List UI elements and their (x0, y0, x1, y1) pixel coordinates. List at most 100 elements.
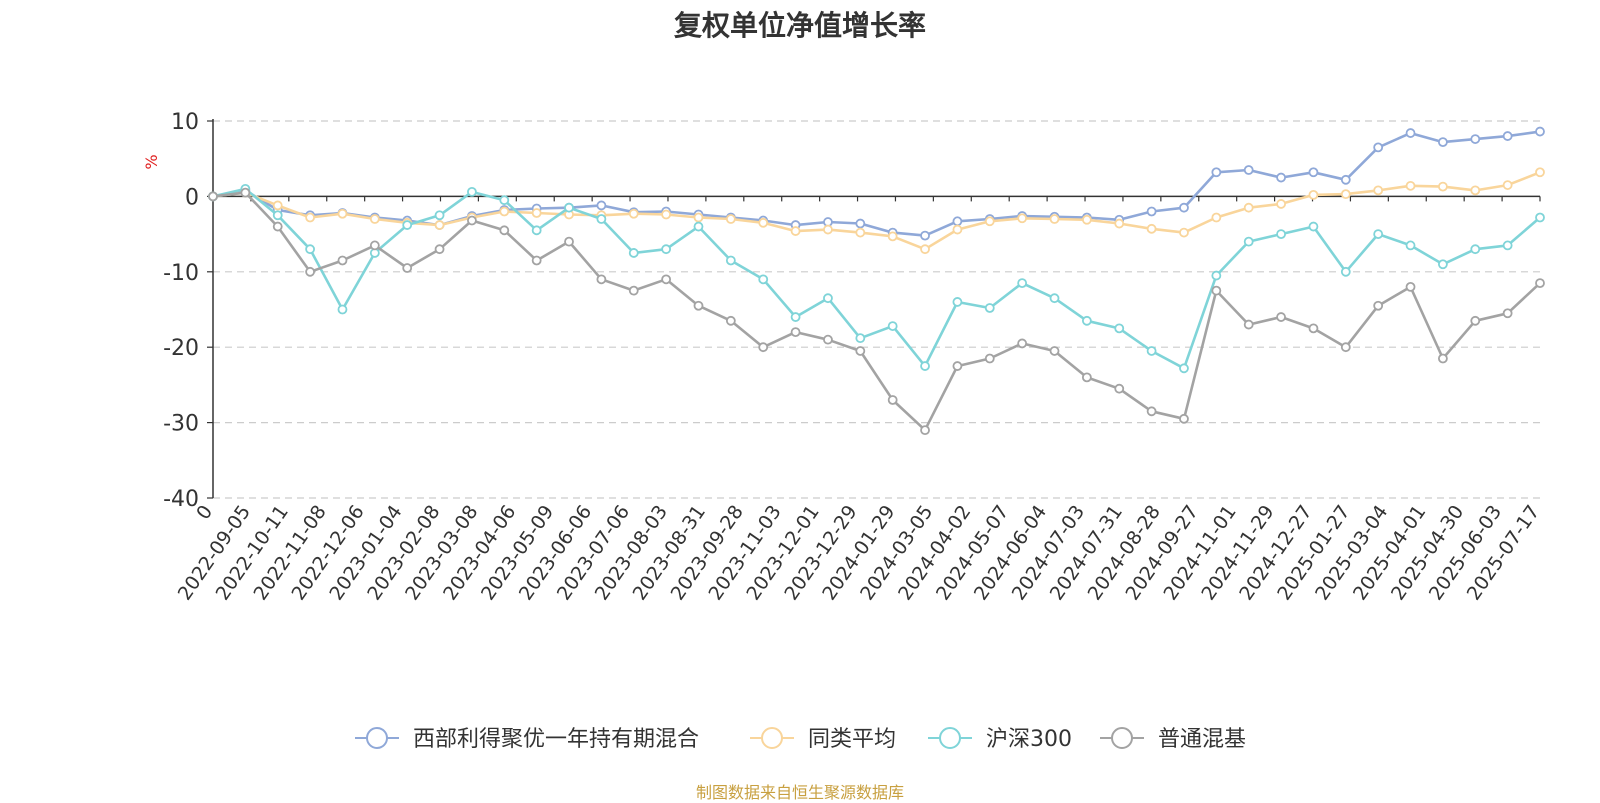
data-point (272, 200, 283, 211)
legend-label: 普通混基 (1158, 727, 1246, 752)
data-point (952, 361, 963, 371)
data-point (564, 202, 574, 213)
data-point (693, 300, 704, 311)
data-point (984, 303, 995, 313)
y-tick-label: -20 (163, 336, 199, 361)
data-point (1308, 323, 1319, 334)
data-point (1405, 128, 1416, 138)
data-point (1081, 372, 1092, 383)
data-point (1308, 167, 1319, 178)
legend-label: 同类平均 (808, 727, 896, 752)
data-point (984, 216, 995, 227)
data-point (725, 214, 736, 224)
data-point (434, 210, 445, 221)
data-point (1179, 363, 1189, 374)
data-point (855, 333, 866, 344)
data-point (272, 210, 283, 221)
data-point (499, 206, 510, 217)
legend-marker (1111, 727, 1133, 749)
data-point (369, 214, 380, 224)
data-point (305, 212, 315, 223)
data-point (1340, 189, 1351, 200)
legend-label: 沪深300 (986, 727, 1072, 752)
data-point (855, 346, 866, 356)
data-point (628, 285, 639, 296)
data-point (1308, 189, 1319, 200)
data-point (1049, 346, 1060, 356)
data-point (693, 221, 704, 232)
data-point (1373, 229, 1384, 240)
data-point (1243, 202, 1254, 213)
data-point (596, 214, 607, 224)
data-point (1502, 308, 1513, 319)
data-point (887, 395, 898, 405)
data-point (661, 274, 672, 285)
data-point (467, 215, 477, 226)
data-point (1373, 300, 1384, 311)
data-point (952, 297, 963, 307)
data-point (1211, 167, 1222, 178)
data-point (1405, 281, 1416, 292)
data-point (1243, 319, 1254, 330)
data-point (1211, 285, 1222, 296)
data-point (1373, 142, 1384, 153)
data-point (1340, 266, 1351, 277)
data-point (1146, 346, 1157, 356)
data-point (369, 240, 380, 251)
data-point (240, 187, 251, 198)
series-line-4 (212, 191, 1541, 432)
data-point (272, 221, 283, 232)
legend-marker (366, 727, 388, 749)
data-point (1179, 227, 1189, 238)
legend-marker (939, 727, 961, 749)
data-point (952, 224, 963, 235)
data-point (434, 220, 445, 230)
source-note: 制图数据来自恒生聚源数据库 (695, 783, 904, 802)
data-point (920, 425, 930, 436)
data-point (855, 227, 866, 238)
data-point (887, 321, 898, 331)
data-point (564, 236, 574, 247)
series-line-2 (212, 171, 1541, 251)
data-point (1340, 174, 1351, 185)
data-point (1049, 293, 1060, 304)
data-point (628, 208, 639, 219)
data-point (1340, 342, 1351, 353)
data-point (1017, 213, 1028, 224)
data-point (402, 220, 413, 230)
data-point (920, 244, 930, 255)
data-point (1179, 202, 1189, 213)
data-point (1276, 312, 1286, 322)
data-point (1502, 131, 1513, 141)
data-point (531, 225, 542, 236)
data-point (1438, 259, 1448, 270)
y-tick-label: 10 (171, 110, 199, 135)
data-point (758, 274, 769, 285)
data-point (661, 244, 672, 255)
data-point (1308, 221, 1319, 232)
data-point (1502, 180, 1513, 190)
data-point (790, 312, 801, 322)
data-point (596, 200, 607, 211)
series-line-3 (212, 187, 1541, 370)
data-point (855, 218, 866, 229)
data-point (952, 216, 963, 227)
y-unit-label: % (142, 154, 161, 169)
data-point (434, 244, 445, 255)
data-point (1535, 126, 1545, 137)
data-point (1276, 229, 1286, 240)
data-point (1114, 218, 1125, 229)
legend-label: 西部利得聚优一年持有期混合 (413, 727, 699, 752)
data-point (1114, 323, 1125, 334)
y-tick-label: 0 (185, 185, 199, 210)
data-point (1146, 223, 1157, 234)
data-point (596, 274, 607, 285)
data-point (1146, 406, 1157, 417)
data-point (693, 212, 704, 223)
data-point (499, 225, 510, 236)
data-point (305, 266, 315, 277)
data-point (628, 248, 639, 258)
x-tick-label: 0 (192, 501, 217, 524)
